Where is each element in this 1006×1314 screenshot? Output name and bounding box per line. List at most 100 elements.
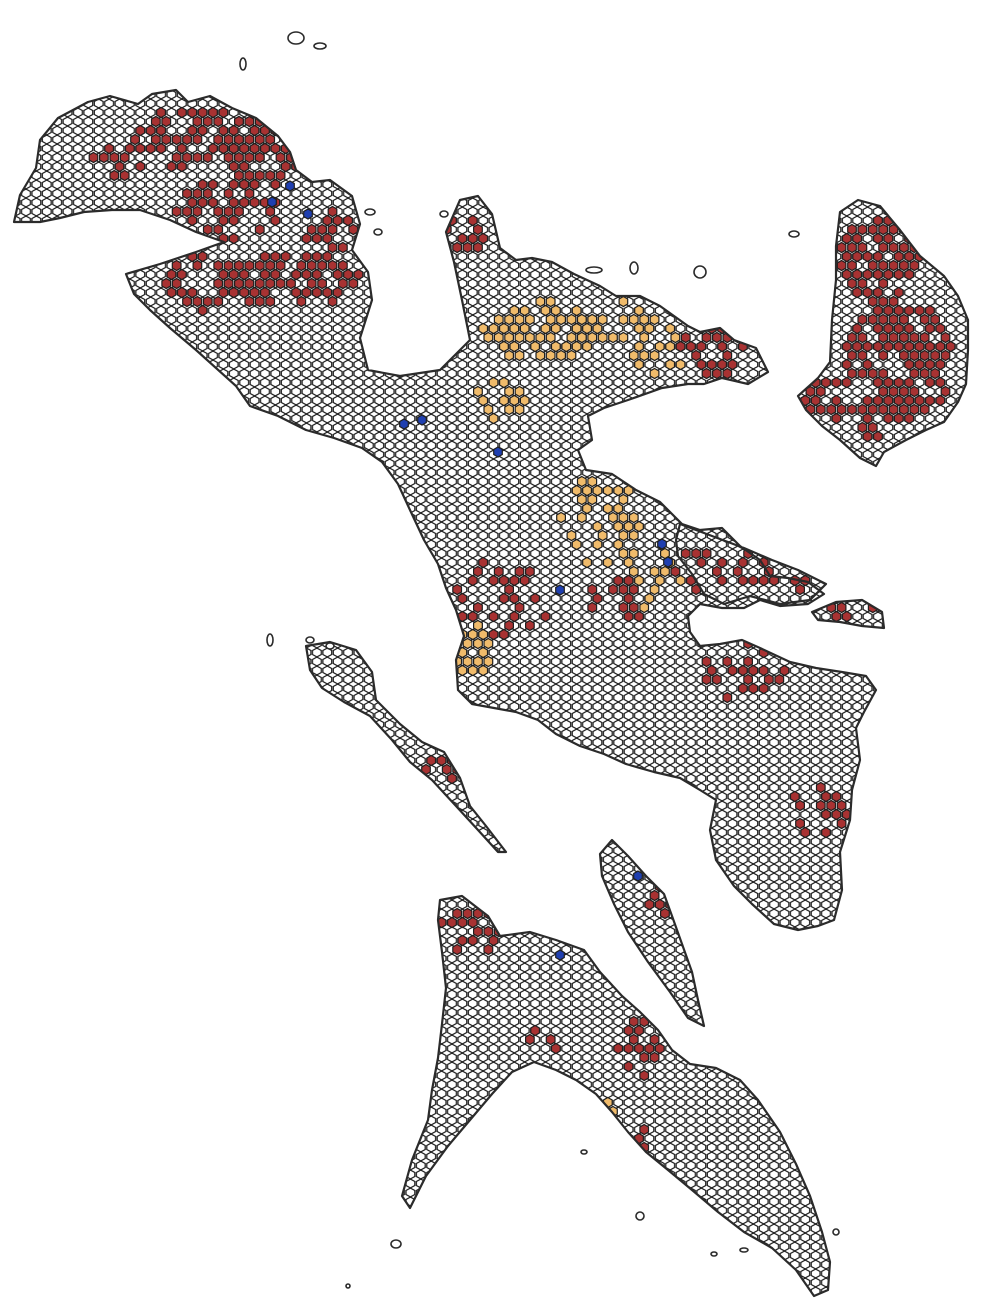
hex-cell: [634, 358, 644, 371]
hex-cell: [872, 250, 883, 263]
hex-cell: [841, 250, 852, 263]
hex-cell: [857, 223, 868, 236]
hex-cell: [696, 340, 707, 353]
hex-cell: [888, 313, 899, 326]
hex-cell: [893, 304, 904, 317]
hex-cell: [327, 259, 338, 272]
hex-cell: [857, 421, 868, 434]
hex-cell: [270, 268, 281, 281]
hex-cell: [234, 205, 244, 218]
hex-cell: [909, 331, 920, 344]
hex-cell: [317, 277, 327, 290]
hex-cell: [213, 259, 224, 272]
hex-cell: [447, 646, 457, 659]
hex-cell: [296, 259, 307, 272]
hex-cell: [457, 664, 468, 677]
islet: [580, 1149, 588, 1155]
hex-cell: [904, 250, 915, 263]
hex-cell: [582, 502, 593, 515]
hex-cell: [867, 313, 878, 326]
hex-cell: [857, 277, 868, 290]
hex-cell: [524, 313, 535, 326]
hex-cell: [914, 340, 925, 353]
hex-cell: [571, 322, 582, 335]
hex-cell: [644, 1042, 655, 1055]
hex-cell: [665, 322, 676, 335]
hex-cell: [249, 124, 260, 137]
hex-cell: [254, 223, 265, 236]
hex-cell: [862, 250, 873, 263]
hex-cell: [815, 799, 826, 812]
hex-cell: [665, 340, 676, 353]
hex-cell: [254, 295, 265, 308]
hex-cell: [452, 943, 463, 956]
hex-cell: [275, 151, 286, 164]
hex-cell: [836, 817, 847, 830]
hex-cell: [171, 133, 182, 146]
hex-cell: [441, 763, 452, 776]
hex-cell: [306, 277, 317, 290]
hex-cell: [509, 304, 520, 317]
hex-cell: [748, 682, 759, 695]
hex-cell: [208, 178, 218, 191]
hex-cell: [576, 313, 587, 326]
hex-cell: [597, 1105, 608, 1118]
hex-cell: [872, 214, 883, 227]
hex-cell: [872, 268, 883, 281]
hex-cell: [182, 295, 192, 308]
hex-cell: [904, 322, 915, 335]
hex-cell: [576, 511, 587, 524]
hex-cell: [202, 115, 213, 128]
hex-cell: [556, 511, 567, 524]
hex-cell: [462, 655, 473, 668]
hex-cell: [872, 376, 883, 389]
hex-cell: [473, 565, 483, 578]
hex-cell: [213, 205, 224, 218]
hex-cell: [493, 331, 504, 344]
hex-cell: [841, 358, 852, 371]
islet: [345, 1283, 351, 1289]
hex-cell: [150, 115, 161, 128]
hex-cell: [924, 376, 935, 389]
hex-cell: [452, 907, 463, 920]
hex-cell: [711, 367, 722, 380]
hex-cell: [571, 304, 582, 317]
hex-cell: [701, 673, 712, 686]
hex-cell: [852, 232, 863, 245]
hex-cell: [862, 412, 873, 425]
hex-cell: [795, 799, 806, 812]
hex-cell: [322, 250, 333, 263]
hex-cell: [847, 331, 857, 344]
hex-cell: [218, 142, 229, 155]
hex-cell: [228, 178, 239, 191]
hex-cell: [914, 358, 925, 371]
hex-cell: [519, 574, 530, 587]
hex-cell: [156, 106, 166, 119]
hex-cell: [426, 754, 437, 767]
hex-cell: [218, 268, 229, 281]
hex-cell: [114, 160, 125, 173]
hex-cell: [545, 349, 556, 362]
hex-cell: [550, 1042, 561, 1055]
hex-cell: [659, 907, 670, 920]
hex-cell: [628, 565, 639, 578]
islet: [693, 265, 707, 279]
hex-cell: [888, 385, 899, 398]
hex-cell: [145, 142, 156, 155]
hex-cell: [555, 949, 565, 961]
hex-cell: [228, 196, 239, 209]
hex-cell: [618, 313, 629, 326]
hex-cell: [202, 295, 213, 308]
islet: [739, 1247, 749, 1253]
hex-cell: [680, 547, 691, 560]
hex-cell: [618, 331, 629, 344]
hex-cell: [639, 349, 650, 362]
hex-cell: [623, 592, 634, 605]
hex-cell: [301, 286, 312, 299]
hex-cell: [493, 313, 504, 326]
hex-cell: [176, 106, 187, 119]
hex-cell: [244, 277, 255, 290]
hex-cell: [867, 295, 878, 308]
hex-cell: [265, 205, 276, 218]
hex-cell: [691, 547, 702, 560]
